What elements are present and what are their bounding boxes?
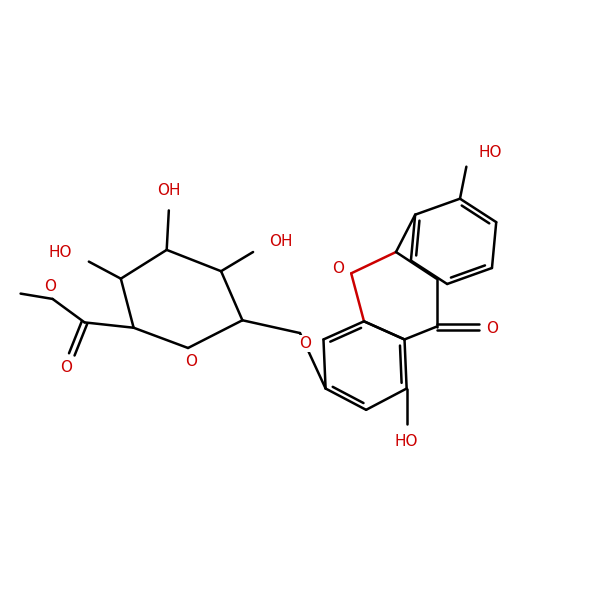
Text: HO: HO: [478, 145, 502, 160]
Text: O: O: [44, 278, 56, 293]
Text: HO: HO: [395, 434, 418, 449]
Text: O: O: [61, 359, 73, 374]
Text: O: O: [299, 336, 311, 351]
Text: O: O: [332, 260, 344, 275]
Text: O: O: [185, 355, 197, 370]
Text: OH: OH: [157, 182, 181, 197]
Text: HO: HO: [48, 245, 72, 260]
Text: O: O: [486, 321, 498, 336]
Text: OH: OH: [269, 234, 293, 249]
